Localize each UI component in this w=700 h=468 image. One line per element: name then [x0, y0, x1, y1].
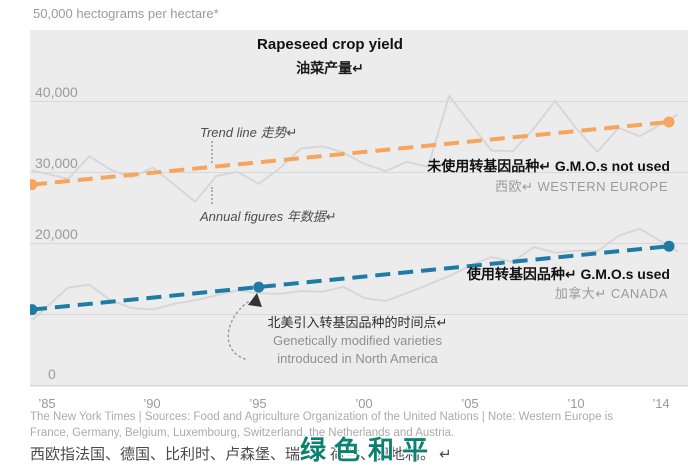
x-tick-05: ’05: [461, 396, 479, 411]
y-axis-unit-label: 50,000 hectograms per hectare*: [33, 6, 219, 21]
annual-figures-connector: [211, 187, 213, 204]
source-credit-line2: France, Germany, Belgium, Luxembourg, Sw…: [30, 427, 455, 439]
gm-annotation-english-line1: Genetically modified varieties: [272, 333, 443, 348]
source-credit-line1: The New York Times | Sources: Food and A…: [30, 411, 613, 423]
canada-gmo-label: 使用转基因品种↵ G.M.O.s used: [466, 266, 670, 282]
footer-note-chinese: 西欧指法国、德国、比利时、卢森堡、瑞士、荷兰、奥地利。 ↵: [30, 446, 452, 463]
chart-canvas: [30, 94, 688, 386]
western-europe-region-label: 西欧↵ WESTERN EUROPE: [494, 179, 668, 194]
x-tick-90: ’90: [143, 396, 161, 411]
western-europe-gmo-label: 未使用转基因品种↵ G.M.O.s not used: [427, 158, 670, 174]
y-tick-30000: 30,000: [35, 155, 78, 171]
gm-annotation-chinese: 北美引入转基因品种的时间点↵: [267, 315, 448, 330]
y-tick-0: 0: [48, 366, 56, 382]
x-tick-10: ’10: [567, 396, 585, 411]
gm-introduction-annotation: 北美引入转基因品种的时间点↵ Genetically modified vari…: [235, 314, 480, 368]
greenpeace-watermark: 绿色和平: [300, 435, 437, 465]
x-tick-95: ’95: [249, 396, 267, 411]
x-tick-85: ’85: [38, 396, 56, 411]
chart-title: Rapeseed crop yield: [257, 36, 403, 53]
gm-annotation-english-line2: introduced in North America: [277, 351, 438, 366]
canada-region-label: 加拿大↵ CANADA: [554, 286, 668, 301]
annotation-arrow: [227, 293, 262, 360]
trend-lines: [30, 116, 675, 316]
y-tick-20000: 20,000: [35, 226, 78, 242]
chart-title-chinese: 油菜产量↵: [296, 60, 364, 76]
gridlines: [30, 101, 688, 386]
y-tick-40000: 40,000: [35, 84, 78, 100]
trend-line-label: Trend line 走势↵: [200, 125, 298, 140]
annual-figures-label: Annual figures 年数据↵: [200, 209, 337, 224]
x-tick-14: ’14: [652, 396, 670, 411]
x-tick-00: ’00: [355, 396, 373, 411]
trend-line-connector: [211, 141, 213, 163]
plot-area: [30, 30, 688, 387]
